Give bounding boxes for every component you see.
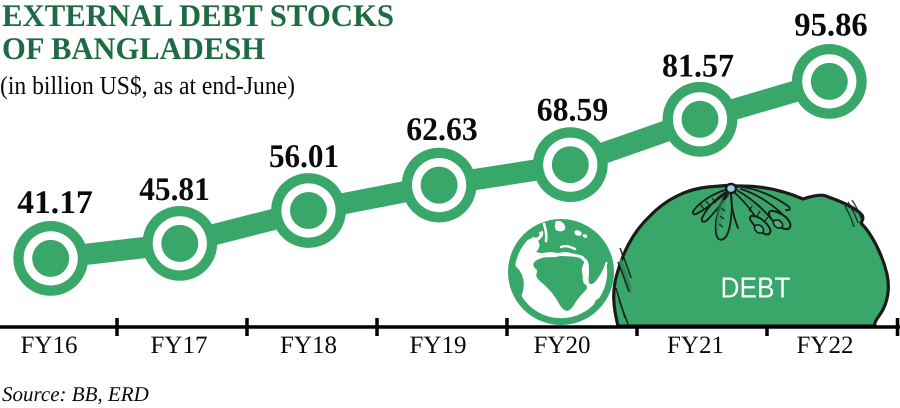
svg-text:56.01: 56.01 bbox=[269, 139, 339, 175]
svg-text:45.81: 45.81 bbox=[139, 172, 210, 208]
svg-text:DEBT: DEBT bbox=[721, 273, 791, 305]
svg-text:(in billion US$, as at end-Jun: (in billion US$, as at end-June) bbox=[0, 71, 295, 100]
svg-text:FY19: FY19 bbox=[410, 332, 467, 359]
svg-text:OF BANGLADESH: OF BANGLADESH bbox=[2, 31, 265, 66]
svg-text:FY18: FY18 bbox=[280, 332, 337, 359]
svg-text:68.59: 68.59 bbox=[537, 93, 609, 129]
svg-text:FY22: FY22 bbox=[797, 332, 854, 359]
svg-text:Source: BB, ERD: Source: BB, ERD bbox=[2, 382, 149, 406]
svg-text:FY17: FY17 bbox=[151, 332, 208, 359]
svg-text:41.17: 41.17 bbox=[17, 185, 93, 221]
svg-text:62.63: 62.63 bbox=[406, 112, 478, 148]
svg-text:FY20: FY20 bbox=[534, 332, 591, 359]
svg-text:95.86: 95.86 bbox=[794, 8, 868, 44]
svg-text:EXTERNAL DEBT STOCKS: EXTERNAL DEBT STOCKS bbox=[2, 0, 394, 33]
svg-text:FY16: FY16 bbox=[21, 332, 78, 359]
svg-text:FY21: FY21 bbox=[667, 332, 724, 359]
svg-text:81.57: 81.57 bbox=[662, 49, 734, 85]
